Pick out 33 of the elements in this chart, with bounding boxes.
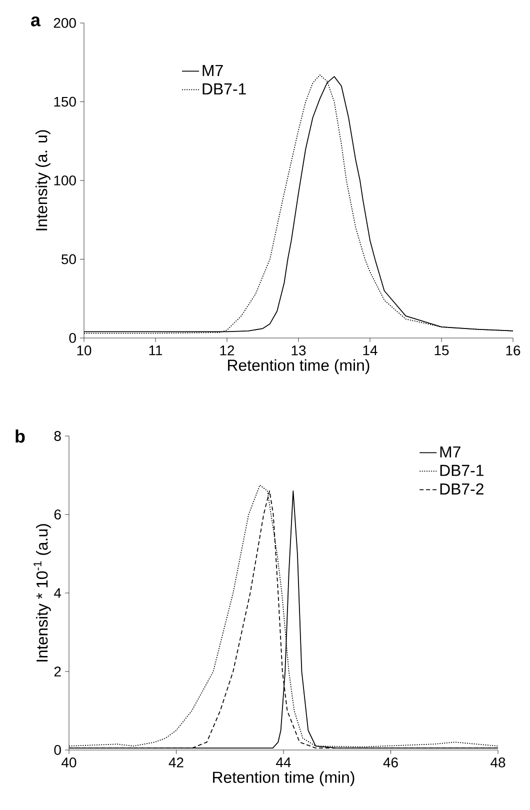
chart-title: a [31,16,41,26]
x-tick-label: 11 [149,346,162,356]
y-axis-title: Intensity * 10$^{-1}$ (a.u) [34,524,51,662]
legend-label: DB7-2 [440,483,484,494]
x-tick-label: 40 [62,758,76,768]
y-tick-label: 50 [62,254,76,264]
x-tick-label: 10 [77,346,92,356]
y-tick-label: 200 [54,18,76,28]
y-tick-label: 2 [54,666,61,676]
legend-label: M7 [440,446,460,458]
y-axis-title: Intensity (a. u) [36,130,50,230]
legend-label: M7 [202,64,223,76]
legend-label: DB7-1 [440,464,484,476]
y-tick-label: 6 [54,510,61,520]
x-tick-label: 46 [383,758,398,768]
x-tick-label: 12 [220,346,234,356]
x-tick-label: 48 [490,758,506,768]
x-tick-label: 44 [276,758,291,768]
x-tick-label: 42 [168,758,184,768]
chart-title: b [16,430,25,443]
x-tick-label: 15 [434,346,449,356]
y-tick-label: 0 [69,333,76,343]
y-tick-label: 4 [54,588,62,598]
x-tick-label: 13 [292,346,306,356]
y-tick-label: 100 [54,176,76,186]
y-tick-label: 0 [54,745,61,755]
y-tick-label: 8 [54,431,61,441]
x-axis-title: Retention time (min) [228,359,370,374]
x-tick-label: 16 [506,346,520,356]
x-tick-label: 14 [363,346,378,356]
x-axis-title: Retention time (min) [213,771,354,786]
legend-label: DB7-1 [202,83,246,94]
y-tick-label: 150 [54,96,76,107]
